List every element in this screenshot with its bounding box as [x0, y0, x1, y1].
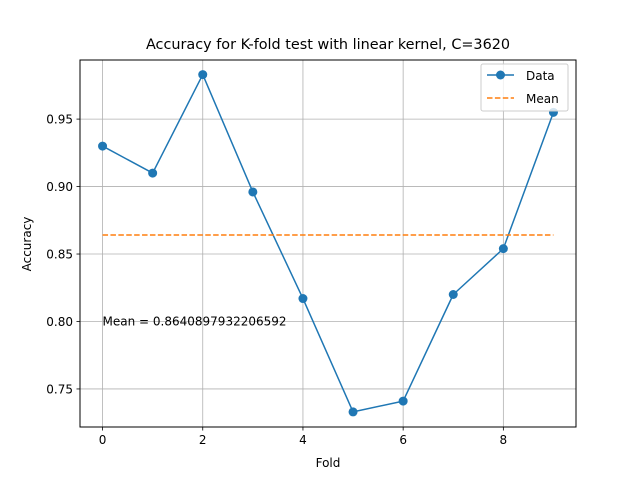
x-tick-label: 8	[500, 433, 508, 447]
y-tick-label: 0.85	[46, 247, 73, 261]
grid	[80, 60, 576, 427]
data-point	[248, 187, 258, 197]
data-point	[298, 294, 308, 304]
y-axis-label: Accuracy	[20, 217, 34, 272]
chart-title: Accuracy for K-fold test with linear ker…	[146, 37, 510, 53]
y-tick-label: 0.95	[46, 112, 73, 126]
x-tick-label: 0	[99, 433, 107, 447]
legend: Data Mean	[480, 63, 569, 112]
legend-data-label: Data	[526, 69, 555, 83]
data-point	[148, 168, 158, 178]
data-point	[498, 244, 508, 254]
plot-frame	[79, 59, 577, 428]
data-line	[102, 73, 555, 413]
data-point	[398, 396, 408, 406]
x-tick-label: 2	[199, 433, 207, 447]
legend-mean-label: Mean	[526, 92, 559, 106]
y-tick-label: 0.80	[46, 315, 73, 329]
data-point	[198, 70, 208, 80]
mean-annotation: Mean = 0.8640897932206592	[103, 314, 287, 328]
legend-data-marker	[496, 70, 505, 80]
x-axis-label: Fold	[316, 456, 341, 470]
data-point	[98, 141, 108, 151]
y-tick-label: 0.90	[46, 180, 73, 194]
y-tick-label: 0.75	[46, 382, 73, 396]
ticks: 0 2 4 6 8 0.75 0.80 0.85 0.90 0.95	[46, 112, 507, 447]
data-point	[348, 407, 358, 417]
x-tick-label: 4	[299, 433, 307, 447]
x-tick-label: 6	[399, 433, 407, 447]
data-point	[448, 290, 458, 300]
series-layer	[98, 70, 558, 417]
